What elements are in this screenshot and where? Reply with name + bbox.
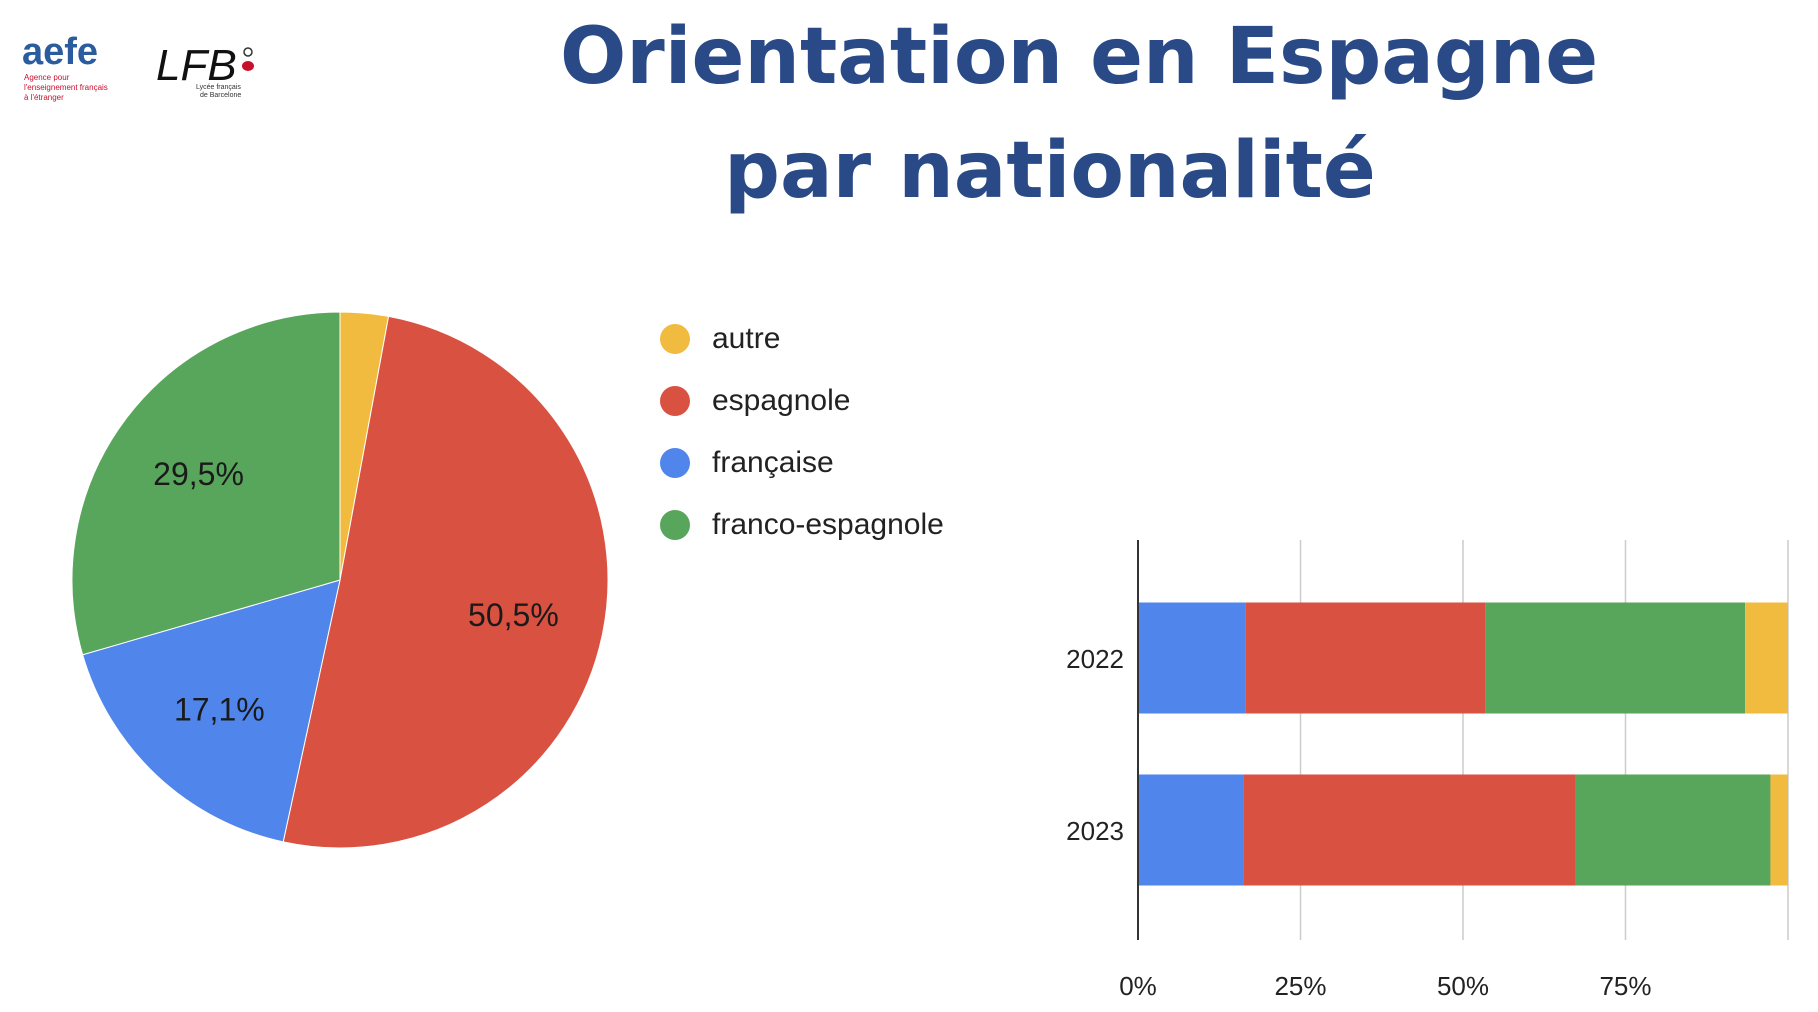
pie-slice-francaise <box>82 579 341 843</box>
pie-slice-espagnole <box>282 315 609 849</box>
aefe-tagline-2: l'enseignement français <box>24 83 108 92</box>
pie-chart: 50,5% 17,1% 29,5% <box>71 311 609 849</box>
x-tick-label: 50% <box>1437 971 1489 1001</box>
lfb-tagline-2: de Barcelone <box>200 92 241 99</box>
aefe-tagline-3: à l'étranger <box>24 93 64 102</box>
title-line-1: Orientation en Espagne <box>560 12 1599 102</box>
legend-item-francaise: française <box>660 432 944 494</box>
aefe-logo: aefe Agence pour l'enseignement français… <box>22 31 108 102</box>
legend-swatch-autre <box>660 324 690 354</box>
lfb-tagline-1: Lycée français <box>196 84 241 91</box>
pie-data-label-espagnole: 50,5% <box>468 597 559 633</box>
title-line-2: par nationalité <box>724 126 1376 216</box>
legend: autre espagnole française franco-espagno… <box>660 308 944 556</box>
bar-segment-2022-espagnole <box>1245 602 1486 714</box>
legend-item-espagnole: espagnole <box>660 370 944 432</box>
bar-segment-2022-autre <box>1745 602 1788 714</box>
logos-svg: aefe Agence pour l'enseignement français… <box>22 31 254 102</box>
page-title: Orientation en Espagne par nationalité <box>560 0 1599 228</box>
pie-data-label-franco-espagnole: 29,5% <box>153 456 244 492</box>
legend-swatch-espagnole <box>660 386 690 416</box>
aefe-tagline-1: Agence pour <box>24 73 70 82</box>
legend-label-francaise: française <box>712 446 834 479</box>
legend-label-autre: autre <box>712 322 781 355</box>
bar-segment-2023-espagnole <box>1243 774 1576 886</box>
legend-item-autre: autre <box>660 308 944 370</box>
lfb-figure-body <box>242 61 254 71</box>
pie-data-label-francaise: 17,1% <box>174 691 265 727</box>
x-tick-label: 0% <box>1119 971 1157 1001</box>
legend-swatch-francaise <box>660 448 690 478</box>
lfb-wordmark: LFB <box>156 41 237 90</box>
aefe-wordmark: aefe <box>22 31 98 73</box>
y-category-label: 2023 <box>1066 816 1124 846</box>
pie-slice-franco-espagnole <box>71 311 341 656</box>
lfb-logo: LFB Lycée français de Barcelone <box>156 41 254 99</box>
legend-label-franco-espagnole: franco-espagnole <box>712 508 944 541</box>
legend-label-espagnole: espagnole <box>712 384 851 417</box>
y-category-label: 2022 <box>1066 644 1124 674</box>
lfb-figure-head <box>243 47 253 57</box>
bar-segment-2023-franco-espagnole <box>1575 774 1771 886</box>
legend-swatch-franco-espagnole <box>660 510 690 540</box>
bar-segment-2023-autre <box>1770 774 1788 886</box>
logos: aefe Agence pour l'enseignement français… <box>0 0 280 120</box>
bar-segment-2023-francaise <box>1138 774 1244 886</box>
legend-item-franco-espagnole: franco-espagnole <box>660 494 944 556</box>
bar-segment-2022-franco-espagnole <box>1485 602 1746 714</box>
x-tick-label: 75% <box>1599 971 1651 1001</box>
x-tick-label: 25% <box>1274 971 1326 1001</box>
stacked-bar-chart: 0% 25% 50% 75% 2022 2023 <box>1066 540 1789 1001</box>
bar-segment-2022-francaise <box>1138 602 1246 714</box>
